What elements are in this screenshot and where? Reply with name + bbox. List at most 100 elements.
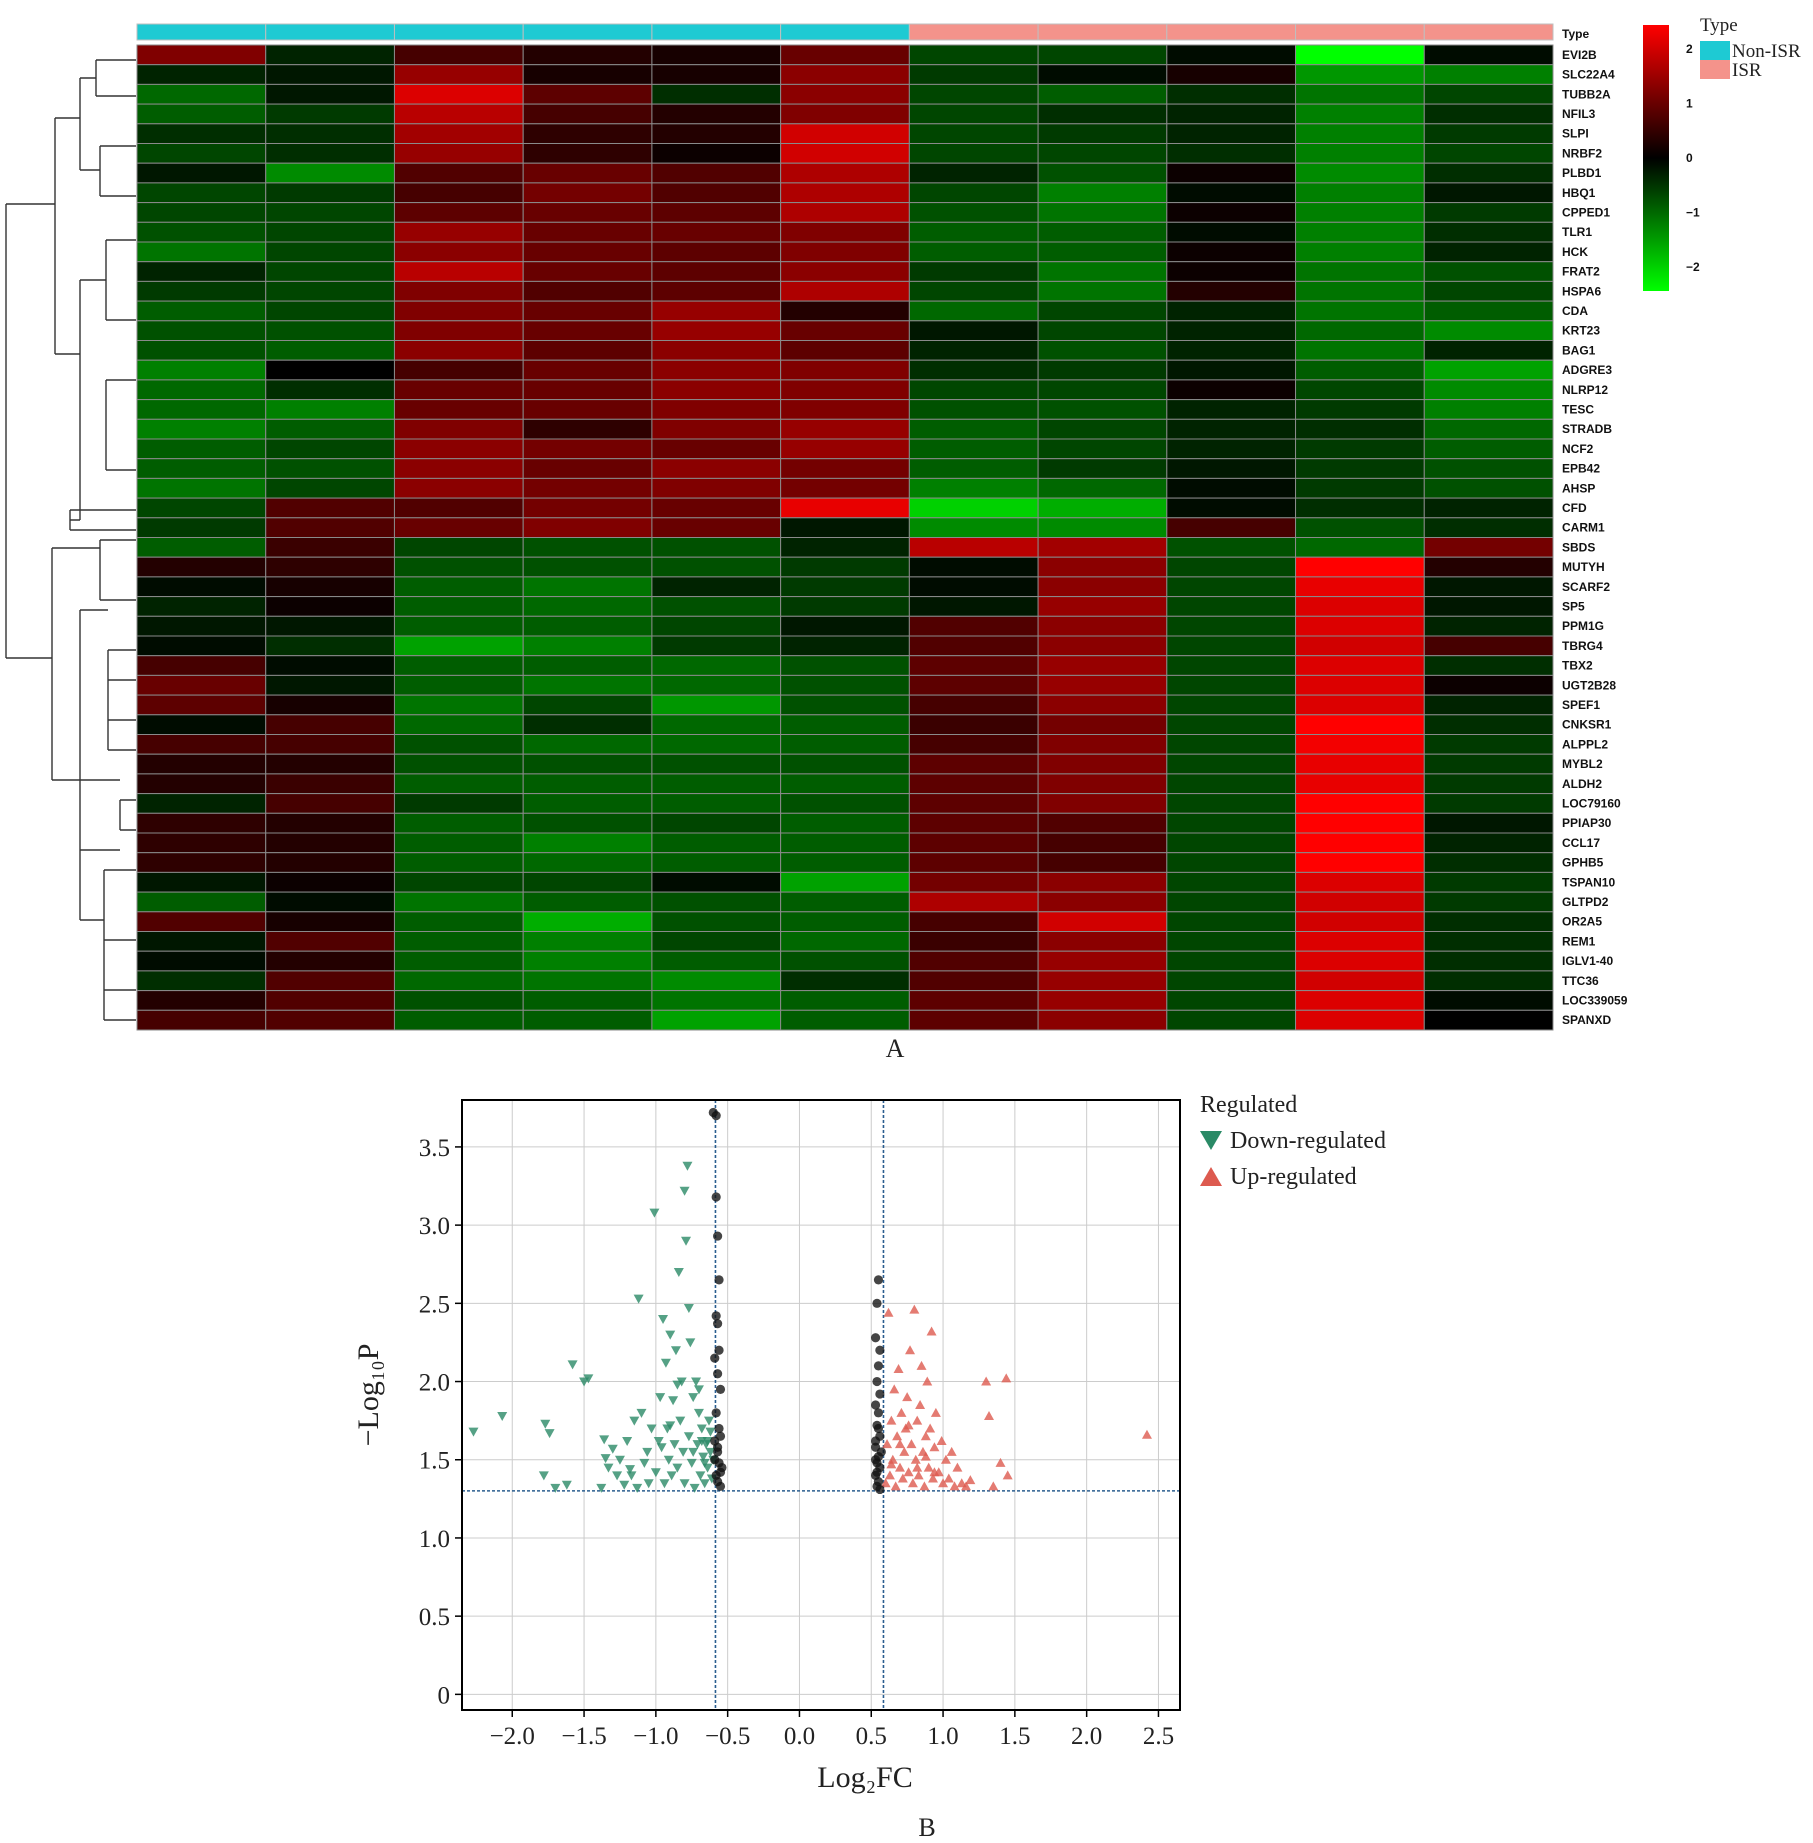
heatmap-cell <box>265 320 395 341</box>
heatmap-cell <box>780 891 910 913</box>
heatmap-cell <box>265 379 395 401</box>
heatmap-cell <box>1423 497 1554 519</box>
heatmap-cell <box>393 359 524 381</box>
point-up-regulated <box>916 1360 927 1370</box>
heatmap-cell <box>1037 694 1168 716</box>
heatmap-cell <box>1423 379 1554 401</box>
y-tick-label: 2.5 <box>419 1291 450 1318</box>
heatmap-cell <box>1166 162 1297 184</box>
point-up-regulated <box>882 1439 893 1449</box>
heatmap-cell <box>265 418 395 440</box>
heatmap-cell <box>908 753 1039 775</box>
panel-label-a: A <box>886 1034 905 1063</box>
point-up-regulated <box>943 1473 954 1483</box>
heatmap-cell <box>265 931 395 952</box>
heatmap-cell <box>1037 970 1168 992</box>
type-legend-title: Type <box>1700 15 1738 36</box>
heatmap-cell <box>393 300 524 322</box>
heatmap-cell <box>1037 556 1168 578</box>
heatmap-cell <box>136 418 267 440</box>
heatmap-cell <box>651 556 782 578</box>
gene-label: TTC36 <box>1562 974 1599 988</box>
heatmap-cell <box>1423 517 1554 538</box>
heatmap-cell <box>393 576 524 598</box>
heatmap-cell <box>393 44 524 66</box>
heatmap-cell <box>1423 655 1554 676</box>
heatmap-cell <box>780 241 910 263</box>
point-up-regulated <box>894 1439 905 1449</box>
threshold-lines <box>462 1100 1180 1710</box>
heatmap-cell <box>522 399 653 420</box>
point-down-regulated <box>682 1161 693 1171</box>
heatmap-cell <box>780 753 910 775</box>
point-down-regulated <box>665 1421 676 1431</box>
heatmap-cell <box>651 497 782 519</box>
heatmap-cell <box>265 635 395 657</box>
point-up-regulated <box>984 1410 995 1420</box>
gene-label: EPB42 <box>1562 462 1600 476</box>
heatmap-cell <box>1423 990 1554 1011</box>
point-up-regulated <box>897 1473 908 1483</box>
point-down-regulated <box>695 1471 706 1481</box>
heatmap-cell <box>1295 694 1425 716</box>
point-down-regulated <box>612 1471 623 1481</box>
heatmap-cell <box>265 576 395 598</box>
heatmap-cell <box>522 694 653 716</box>
heatmap-cell <box>1037 714 1168 735</box>
point-up-regulated <box>922 1376 933 1386</box>
heatmap-cell <box>1423 418 1554 440</box>
colorbar-ticks: 2 1 0 −1 −2 <box>1686 42 1700 274</box>
point-down-regulated <box>683 1304 694 1314</box>
heatmap-cell <box>1423 123 1554 145</box>
heatmap-cell <box>393 202 524 223</box>
heatmap-cell <box>651 615 782 637</box>
heatmap-cell <box>780 340 910 361</box>
heatmap-cell <box>393 556 524 578</box>
y-tick-label: 0 <box>438 1682 451 1709</box>
heatmap-cell <box>908 1009 1039 1031</box>
heatmap-cell <box>1166 576 1297 598</box>
heatmap-cell <box>1423 576 1554 598</box>
gene-label: TSPAN10 <box>1562 875 1615 889</box>
heatmap-cell <box>1037 399 1168 420</box>
heatmap-cell <box>780 202 910 223</box>
heatmap-cell <box>393 477 524 499</box>
heatmap-cell <box>265 202 395 223</box>
heatmap-cell <box>393 793 524 814</box>
heatmap-cell <box>1166 734 1297 755</box>
heatmap-cell <box>136 734 267 755</box>
heatmap-cell <box>1166 477 1297 499</box>
heatmap-cell <box>1295 714 1425 735</box>
heatmap-cell <box>136 576 267 598</box>
heatmap-cell <box>1037 83 1168 105</box>
heatmap-cell <box>1423 674 1554 696</box>
heatmap-cell <box>908 931 1039 952</box>
gene-label: BAG1 <box>1562 343 1596 357</box>
heatmap-cell <box>780 674 910 696</box>
point-down-regulated <box>699 1479 710 1489</box>
point-down-regulated <box>619 1480 630 1490</box>
point-up-regulated <box>961 1481 972 1491</box>
heatmap-cell <box>1295 399 1425 420</box>
heatmap-cell <box>908 143 1039 164</box>
heatmap-cell <box>393 497 524 519</box>
heatmap-cell <box>908 103 1039 125</box>
gene-label: ALDH2 <box>1562 777 1602 791</box>
heatmap-cell <box>651 537 782 558</box>
heatmap-cell <box>908 399 1039 420</box>
heatmap-cell <box>1166 596 1297 617</box>
point-up-regulated <box>988 1481 999 1491</box>
heatmap-cell <box>1423 931 1554 952</box>
heatmap-cell <box>1295 635 1425 657</box>
heatmap-cell <box>1295 64 1425 85</box>
point-not-significant <box>710 1436 720 1446</box>
heatmap-cell <box>1037 950 1168 972</box>
point-down-regulated <box>688 1447 699 1457</box>
heatmap-cell <box>265 182 395 204</box>
legend-swatch-non-isr <box>1700 41 1730 60</box>
heatmap-cell <box>522 615 653 637</box>
regulation-legend: Regulated Down-regulated Up-regulated <box>1200 1092 1386 1190</box>
heatmap-cell <box>651 241 782 263</box>
heatmap-cell <box>522 497 653 519</box>
point-down-regulated <box>681 1236 692 1246</box>
